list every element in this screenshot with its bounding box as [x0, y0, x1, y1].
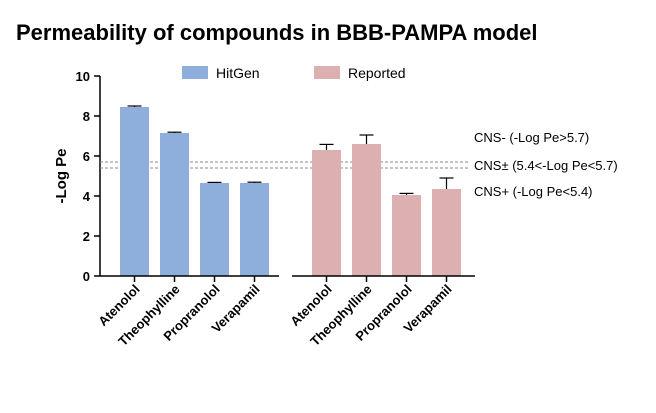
reference-annotation: CNS+ (-Log Pe<5.4)	[474, 184, 593, 199]
bar	[120, 107, 149, 276]
bar	[160, 133, 189, 276]
y-tick-label: 10	[76, 69, 90, 84]
legend-swatch	[182, 66, 208, 79]
bar	[392, 195, 421, 276]
bar	[200, 183, 229, 276]
bar	[312, 150, 341, 276]
legend-label: Reported	[348, 65, 406, 81]
y-tick-label: 4	[83, 189, 91, 204]
y-tick-label: 0	[83, 269, 90, 284]
reference-annotation: CNS- (-Log Pe>5.7)	[474, 130, 589, 145]
bar	[432, 189, 461, 276]
y-tick-label: 8	[83, 109, 90, 124]
bar	[240, 183, 269, 276]
plot-area: 0 2 4 6 8 10 -Log Pe CNS- (-Log Pe>5.7) CNS± (5.…	[53, 69, 618, 349]
y-tick-label: 6	[83, 149, 90, 164]
y-axis-label: -Log Pe	[53, 149, 70, 204]
y-tick-label: 2	[83, 229, 90, 244]
reference-annotation: CNS± (5.4<-Log Pe<5.7)	[474, 158, 618, 173]
legend: HitGen Reported	[182, 65, 406, 81]
legend-swatch	[314, 66, 340, 79]
legend-label: HitGen	[216, 65, 260, 81]
bar	[352, 144, 381, 276]
chart-title: Permeability of compounds in BBB-PAMPA m…	[16, 20, 538, 45]
